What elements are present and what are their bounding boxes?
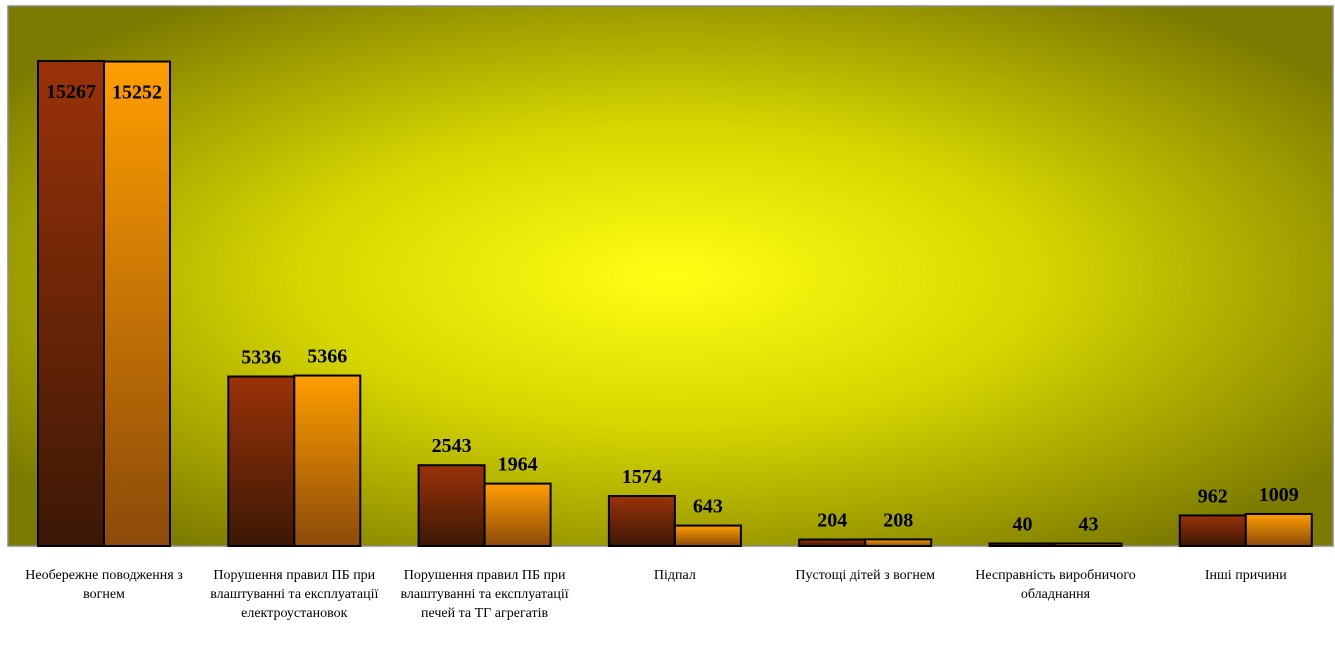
data-label-s1-5: 204 [817,510,847,532]
data-label-s2-3: 1964 [498,454,538,476]
data-label-s1-6: 40 [1013,514,1033,536]
bar-s1-3 [417,464,486,547]
data-label-s2-4: 643 [693,496,723,518]
bar-s1-5 [798,538,867,548]
bar-s2-5 [864,538,933,548]
data-label-s1-2: 5336 [241,347,281,369]
category-label-2: Порушення правил ПБ при влаштуванні та е… [210,568,379,621]
data-label-s2-6: 43 [1079,514,1099,536]
category-label-7: Інші причини [1204,568,1287,583]
bar-s2-1 [103,60,171,547]
data-label-s1-1: 15267 [46,81,96,103]
category-label-3: Порушення правил ПБ при влаштуванні та е… [400,568,569,621]
plot-area [7,5,1334,547]
bar-s2-7 [1244,512,1313,547]
bar-s2-3 [483,482,552,547]
bar-s2-2 [293,374,362,548]
category-label-1: Необережне поводження з вогнем [25,568,183,602]
data-label-s2-7: 1009 [1259,484,1299,506]
bar-s2-4 [673,524,742,548]
bar-s1-1 [37,60,105,547]
bar-s1-2 [227,375,296,548]
category-label-5: Пустощі дітей з вогнем [795,568,935,583]
bar-s1-6 [988,542,1057,547]
bar-s1-4 [607,495,676,547]
data-label-s1-4: 1574 [622,466,662,488]
category-label-4: Підпал [653,568,696,583]
data-label-s1-7: 962 [1198,485,1228,507]
category-label-6: Несправність виробничого обладнання [975,568,1136,602]
data-label-s1-3: 2543 [432,435,472,457]
data-label-s2-2: 5366 [307,346,347,368]
bar-s2-6 [1054,542,1123,547]
data-label-s2-1: 15252 [112,82,162,104]
bar-s1-7 [1178,514,1247,548]
data-label-s2-5: 208 [883,509,913,531]
